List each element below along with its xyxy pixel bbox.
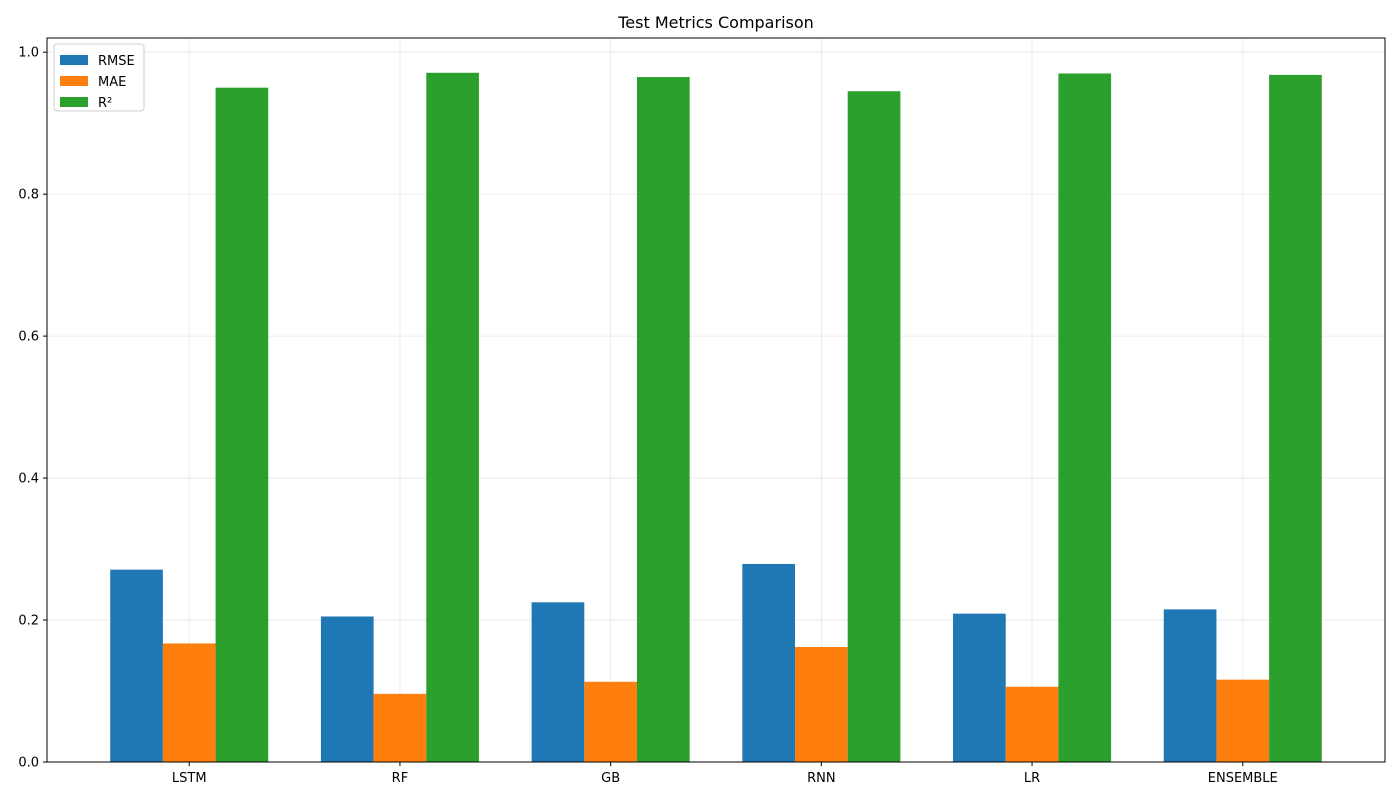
bar-mae-rf	[373, 693, 427, 762]
bar-r-lr	[1058, 73, 1112, 763]
y-axis-ticks: 0.0 0.2 0.4 0.6 0.8 1.0	[18, 46, 47, 771]
y-tick-label: 0.2	[18, 614, 39, 629]
bar-rmse-lr	[953, 613, 1006, 762]
bar-r-gb	[636, 77, 690, 763]
legend-swatch	[60, 76, 88, 86]
bar-r-rf	[426, 72, 479, 762]
x-tick-label: ENSEMBLE	[1208, 771, 1278, 786]
bar-r-rnn	[847, 91, 901, 762]
x-tick-label: RF	[392, 771, 409, 786]
bar-mae-rnn	[795, 647, 848, 762]
x-tick-label: LSTM	[172, 771, 207, 786]
axes-frame	[46, 37, 1386, 763]
bar-mae-lr	[1005, 686, 1059, 762]
legend-swatch	[60, 97, 88, 107]
bar-r-ensemble	[1269, 74, 1322, 763]
bar-rmse-lstm	[110, 569, 163, 762]
x-tick-label: GB	[601, 771, 620, 786]
legend-label: R²	[98, 96, 112, 111]
x-axis-ticks: LSTM RF GB RNN LR ENSEMBLE	[172, 762, 1278, 786]
legend-label: RMSE	[98, 54, 135, 69]
y-tick-label: 0.8	[18, 188, 39, 203]
y-tick-label: 0.0	[18, 756, 39, 771]
bar-mae-ensemble	[1216, 679, 1270, 762]
legend-swatch	[60, 55, 88, 65]
bar-rmse-rnn	[742, 563, 796, 762]
bar-rmse-rf	[320, 616, 374, 762]
bar-mae-gb	[584, 681, 637, 762]
legend: RMSE MAE R²	[53, 43, 145, 112]
bar-mae-lstm	[162, 643, 216, 762]
grid-lines	[47, 38, 1385, 763]
y-tick-label: 1.0	[18, 46, 39, 61]
bar-rmse-ensemble	[1163, 609, 1217, 762]
chart-title: Test Metrics Comparison	[617, 13, 814, 32]
bar-r-lstm	[215, 87, 269, 762]
y-tick-label: 0.6	[18, 330, 39, 345]
y-tick-label: 0.4	[18, 472, 39, 487]
legend-label: MAE	[98, 75, 126, 90]
bar-rmse-gb	[531, 602, 585, 762]
bars	[110, 72, 1322, 763]
x-tick-label: LR	[1024, 771, 1040, 786]
x-tick-label: RNN	[807, 771, 835, 786]
